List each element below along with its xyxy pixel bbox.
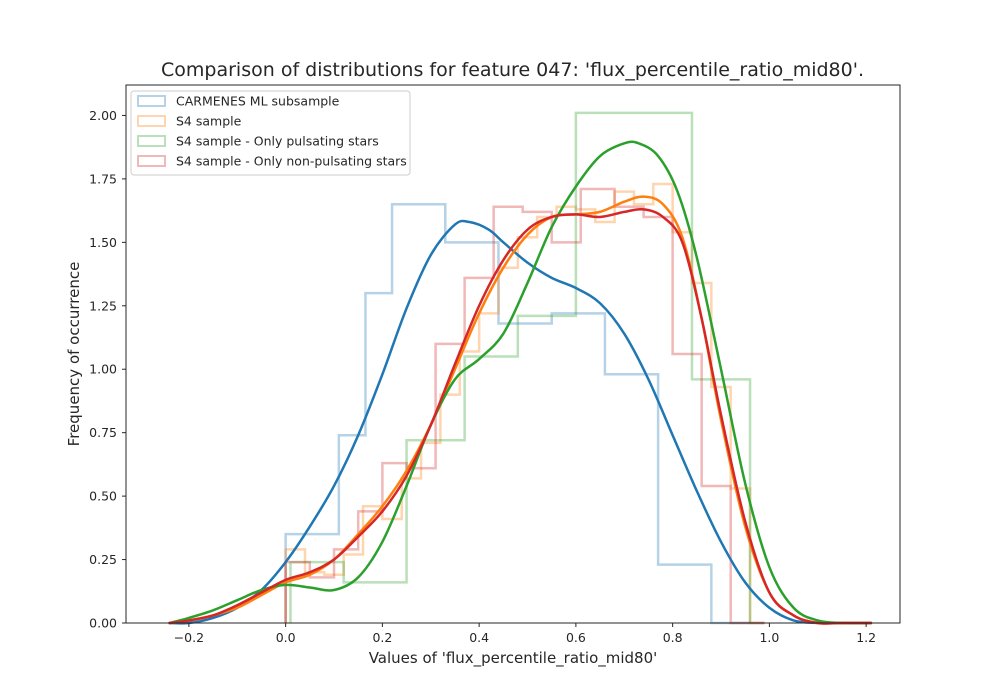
y-tick-label: 1.50 [89, 235, 117, 250]
legend: CARMENES ML subsample S4 sample S4 sample … [130, 90, 411, 176]
x-tick-label: 1.0 [759, 630, 779, 645]
histogram-outline [284, 203, 765, 625]
kde-layer [168, 140, 873, 625]
y-tick-label: 0.25 [89, 552, 117, 567]
y-tick-label: 1.75 [89, 171, 117, 186]
x-tick-label: 0.0 [276, 630, 296, 645]
histogram-outline [284, 182, 765, 625]
y-tick-label: 0.75 [89, 425, 117, 440]
y-tick-label: 0.00 [89, 616, 117, 631]
y-tick-label: 1.00 [89, 362, 117, 377]
kde-curve [168, 195, 873, 625]
x-tick-label: 0.4 [469, 630, 489, 645]
x-axis-ticks: −0.2 0.0 0.2 0.4 0.6 0.8 1.0 1.2 [174, 623, 876, 645]
y-tick-label: 2.00 [89, 108, 117, 123]
x-tick-label: 0.8 [663, 630, 683, 645]
kde-curve [168, 207, 873, 625]
legend-box [130, 90, 411, 176]
x-tick-label: 1.2 [856, 630, 876, 645]
plot-area [125, 84, 901, 625]
legend-label: S4 sample - Only non-pulsating stars [176, 154, 407, 169]
kde-curve [168, 140, 873, 625]
legend-label: S4 sample [176, 114, 242, 129]
histogram-outline [284, 187, 765, 625]
legend-swatch [137, 155, 166, 167]
axes-frame [125, 84, 901, 624]
x-tick-label: −0.2 [174, 630, 204, 645]
y-axis-ticks: 0.00 0.25 0.50 0.75 1.00 1.25 1.50 1.75 2.00 [89, 108, 126, 631]
x-tick-label: 0.6 [566, 630, 586, 645]
y-tick-label: 0.50 [89, 489, 117, 504]
histogram-layer [284, 111, 765, 625]
legend-swatch [137, 115, 166, 127]
legend-swatch [137, 95, 166, 107]
y-axis-label: Frequency of occurrence [65, 262, 83, 447]
y-tick-label: 1.25 [89, 298, 117, 313]
legend-label: S4 sample - Only pulsating stars [176, 134, 379, 149]
kde-curve [168, 219, 873, 625]
histogram-outline [289, 111, 752, 623]
legend-label: CARMENES ML subsample [176, 94, 340, 109]
x-axis-label: Values of 'flux_percentile_ratio_mid80' [369, 649, 658, 668]
x-tick-label: 0.2 [372, 630, 392, 645]
chart-title: Comparison of distributions for feature … [161, 59, 864, 81]
legend-swatch [137, 135, 166, 147]
